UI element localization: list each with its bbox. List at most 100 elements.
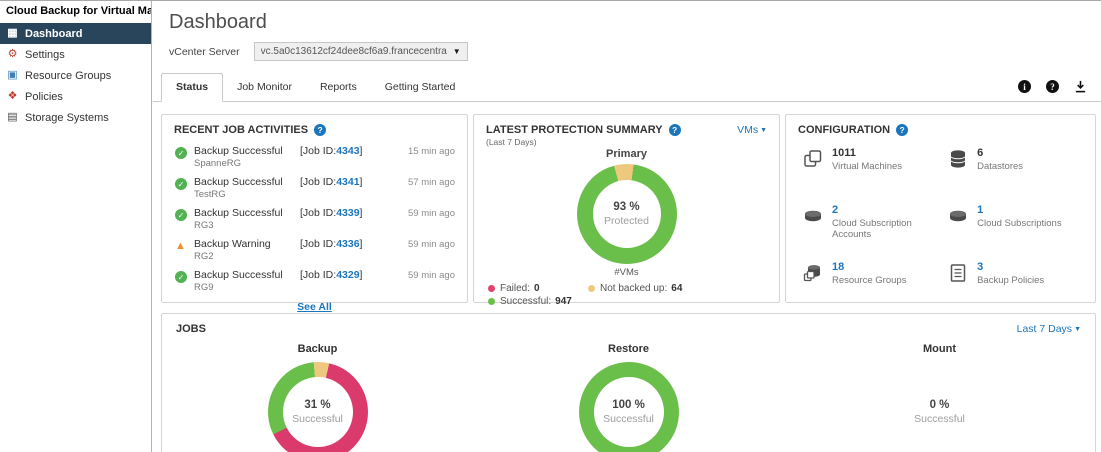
success-check-icon [175,178,187,190]
warning-triangle-icon [175,240,186,252]
sidebar-item-label: Dashboard [25,27,83,40]
tab-job-monitor[interactable]: Job Monitor [237,81,292,93]
cloud-subscription-accounts-count[interactable]: 2 [832,204,839,216]
job-id-link[interactable]: 4329 [336,269,360,281]
cloud-subscriptions-count[interactable]: 1 [977,204,984,216]
main-header: Dashboard vCenter Server vc.5a0c13612cf2… [153,1,1101,61]
sidebar-item-policies[interactable]: ❖ Policies [0,86,151,107]
storage-systems-icon: ▤ [7,111,18,123]
vcenter-server-label: vCenter Server [169,45,240,58]
help-icon[interactable]: ? [1046,80,1059,93]
toolbar: i ? [1018,80,1087,93]
restore-success-percentage: 100 % [612,399,645,411]
protection-summary-title: LATEST PROTECTION SUMMARY [486,124,663,136]
job-id: [Job ID:4343] [300,145,363,157]
success-check-icon [175,147,187,159]
config-datastores: 6 Datastores [947,147,1079,204]
job-row: Backup Successful [Job ID:4339] RG3 59 m… [174,203,455,234]
jobs-period-dropdown[interactable]: Last 7 Days ▼ [1016,323,1081,335]
mount-success-percentage: 0 % [929,399,950,411]
job-row: Backup Warning [Job ID:4336] RG2 59 min … [174,234,455,265]
job-id-link[interactable]: 4343 [336,145,360,157]
restore-donut-chart: 100 % Successful [578,362,679,452]
help-badge-icon[interactable] [668,124,681,136]
sidebar-item-resource-groups[interactable]: ▣ Resource Groups [0,65,151,86]
jobs-mount-column: Mount 0 % Successful [784,343,1095,452]
job-id-link[interactable]: 4341 [336,176,360,188]
job-id-link[interactable]: 4339 [336,207,360,219]
mount-donut-chart: 0 % Successful [890,362,990,452]
virtual-machines-count: 1011 [832,147,856,159]
config-cloud-subscriptions: 1 Cloud Subscriptions [947,204,1079,261]
help-badge-icon[interactable] [314,124,327,136]
protection-subtitle: (Last 7 Days) [486,137,537,147]
job-time: 15 min ago [407,146,455,157]
job-list: Backup Successful [Job ID:4343] SpanneRG… [162,139,467,296]
configuration-grid: 1011 Virtual Machines 6 Datastores [786,139,1095,318]
job-status-label: Backup Successful [194,207,283,219]
resource-groups-count[interactable]: 18 [832,261,845,273]
resource-groups-count-icon [803,265,820,282]
cloud-subscriptions-icon [950,210,967,222]
legend-item-successful: Successful: 947 [488,296,588,307]
job-id: [Job ID:4329] [300,269,363,281]
jobs-columns: Backup 31 % Successful Restore 10 [162,343,1095,452]
policies-icon: ❖ [7,90,18,102]
jobs-backup-column: Backup 31 % Successful [162,343,473,452]
protected-label: Protected [604,215,649,227]
datastores-icon [950,150,966,168]
job-status-label: Backup Warning [194,238,271,250]
job-time: 59 min ago [407,208,455,219]
jobs-title: JOBS [176,323,206,335]
vcenter-server-value: vc.5a0c13612cf24dee8cf6a9.francecentral.… [260,46,447,57]
virtual-machines-icon [804,150,822,167]
primary-chart-title: Primary [606,148,647,160]
download-icon[interactable] [1074,80,1087,93]
legend-item-failed: Failed: 0 [488,283,588,294]
main-area: Dashboard vCenter Server vc.5a0c13612cf2… [153,1,1101,452]
protection-donut-chart: 93 % Protected [576,164,677,264]
tab-reports[interactable]: Reports [319,81,357,93]
job-time: 59 min ago [407,239,455,250]
cloud-subscription-accounts-icon [805,210,821,222]
backup-policies-count[interactable]: 3 [977,261,984,273]
job-id: [Job ID:4341] [300,176,363,188]
vms-filter-dropdown[interactable]: VMs ▼ [737,124,767,136]
config-cloud-subscription-accounts: 2 Cloud Subscription Accounts [802,204,947,261]
restore-column-title: Restore [608,343,649,355]
settings-gear-icon: ⚙ [7,48,18,60]
backup-donut-chart: 31 % Successful [267,362,368,452]
chevron-down-icon: ▼ [452,47,461,56]
datastores-count: 6 [977,147,984,159]
mount-column-title: Mount [923,343,956,355]
job-status-label: Backup Successful [194,145,283,157]
resource-group-name: RG9 [194,282,214,293]
app-title: Cloud Backup for Virtual Machines [6,5,151,17]
resource-group-name: RG2 [194,251,214,262]
see-all-link[interactable]: See All [297,301,332,313]
configuration-panel: CONFIGURATION 1011 Virtual Machines [785,114,1096,303]
job-id: [Job ID:4339] [300,207,363,219]
dashboard-icon: ▦ [7,27,18,39]
job-row: Backup Successful [Job ID:4341] TestRG 5… [174,172,455,203]
sidebar-nav: ▦ Dashboard ⚙ Settings ▣ Resource Groups… [0,23,151,128]
job-id: [Job ID:4336] [300,238,363,250]
legend-item-not-backed-up: Not backed up: 64 [588,283,765,294]
tab-status[interactable]: Status [161,73,224,102]
sidebar-item-settings[interactable]: ⚙ Settings [0,44,151,65]
sidebar-item-label: Resource Groups [25,69,112,82]
tabs-bar: Status Job Monitor Reports Getting Start… [153,70,1101,102]
sidebar-item-label: Storage Systems [25,111,109,124]
job-id-link[interactable]: 4336 [336,238,360,250]
tab-getting-started[interactable]: Getting Started [384,81,456,93]
sidebar-item-storage-systems[interactable]: ▤ Storage Systems [0,107,151,128]
resource-group-name: SpanneRG [194,158,242,169]
recent-job-activities-title: RECENT JOB ACTIVITIES [174,124,309,136]
help-badge-icon[interactable] [896,124,909,136]
vcenter-server-dropdown[interactable]: vc.5a0c13612cf24dee8cf6a9.francecentral.… [253,42,468,61]
info-icon[interactable]: i [1018,80,1031,93]
configuration-title: CONFIGURATION [798,124,891,136]
sidebar-item-dashboard[interactable]: ▦ Dashboard [0,23,151,44]
mount-success-label: Successful [914,413,965,425]
